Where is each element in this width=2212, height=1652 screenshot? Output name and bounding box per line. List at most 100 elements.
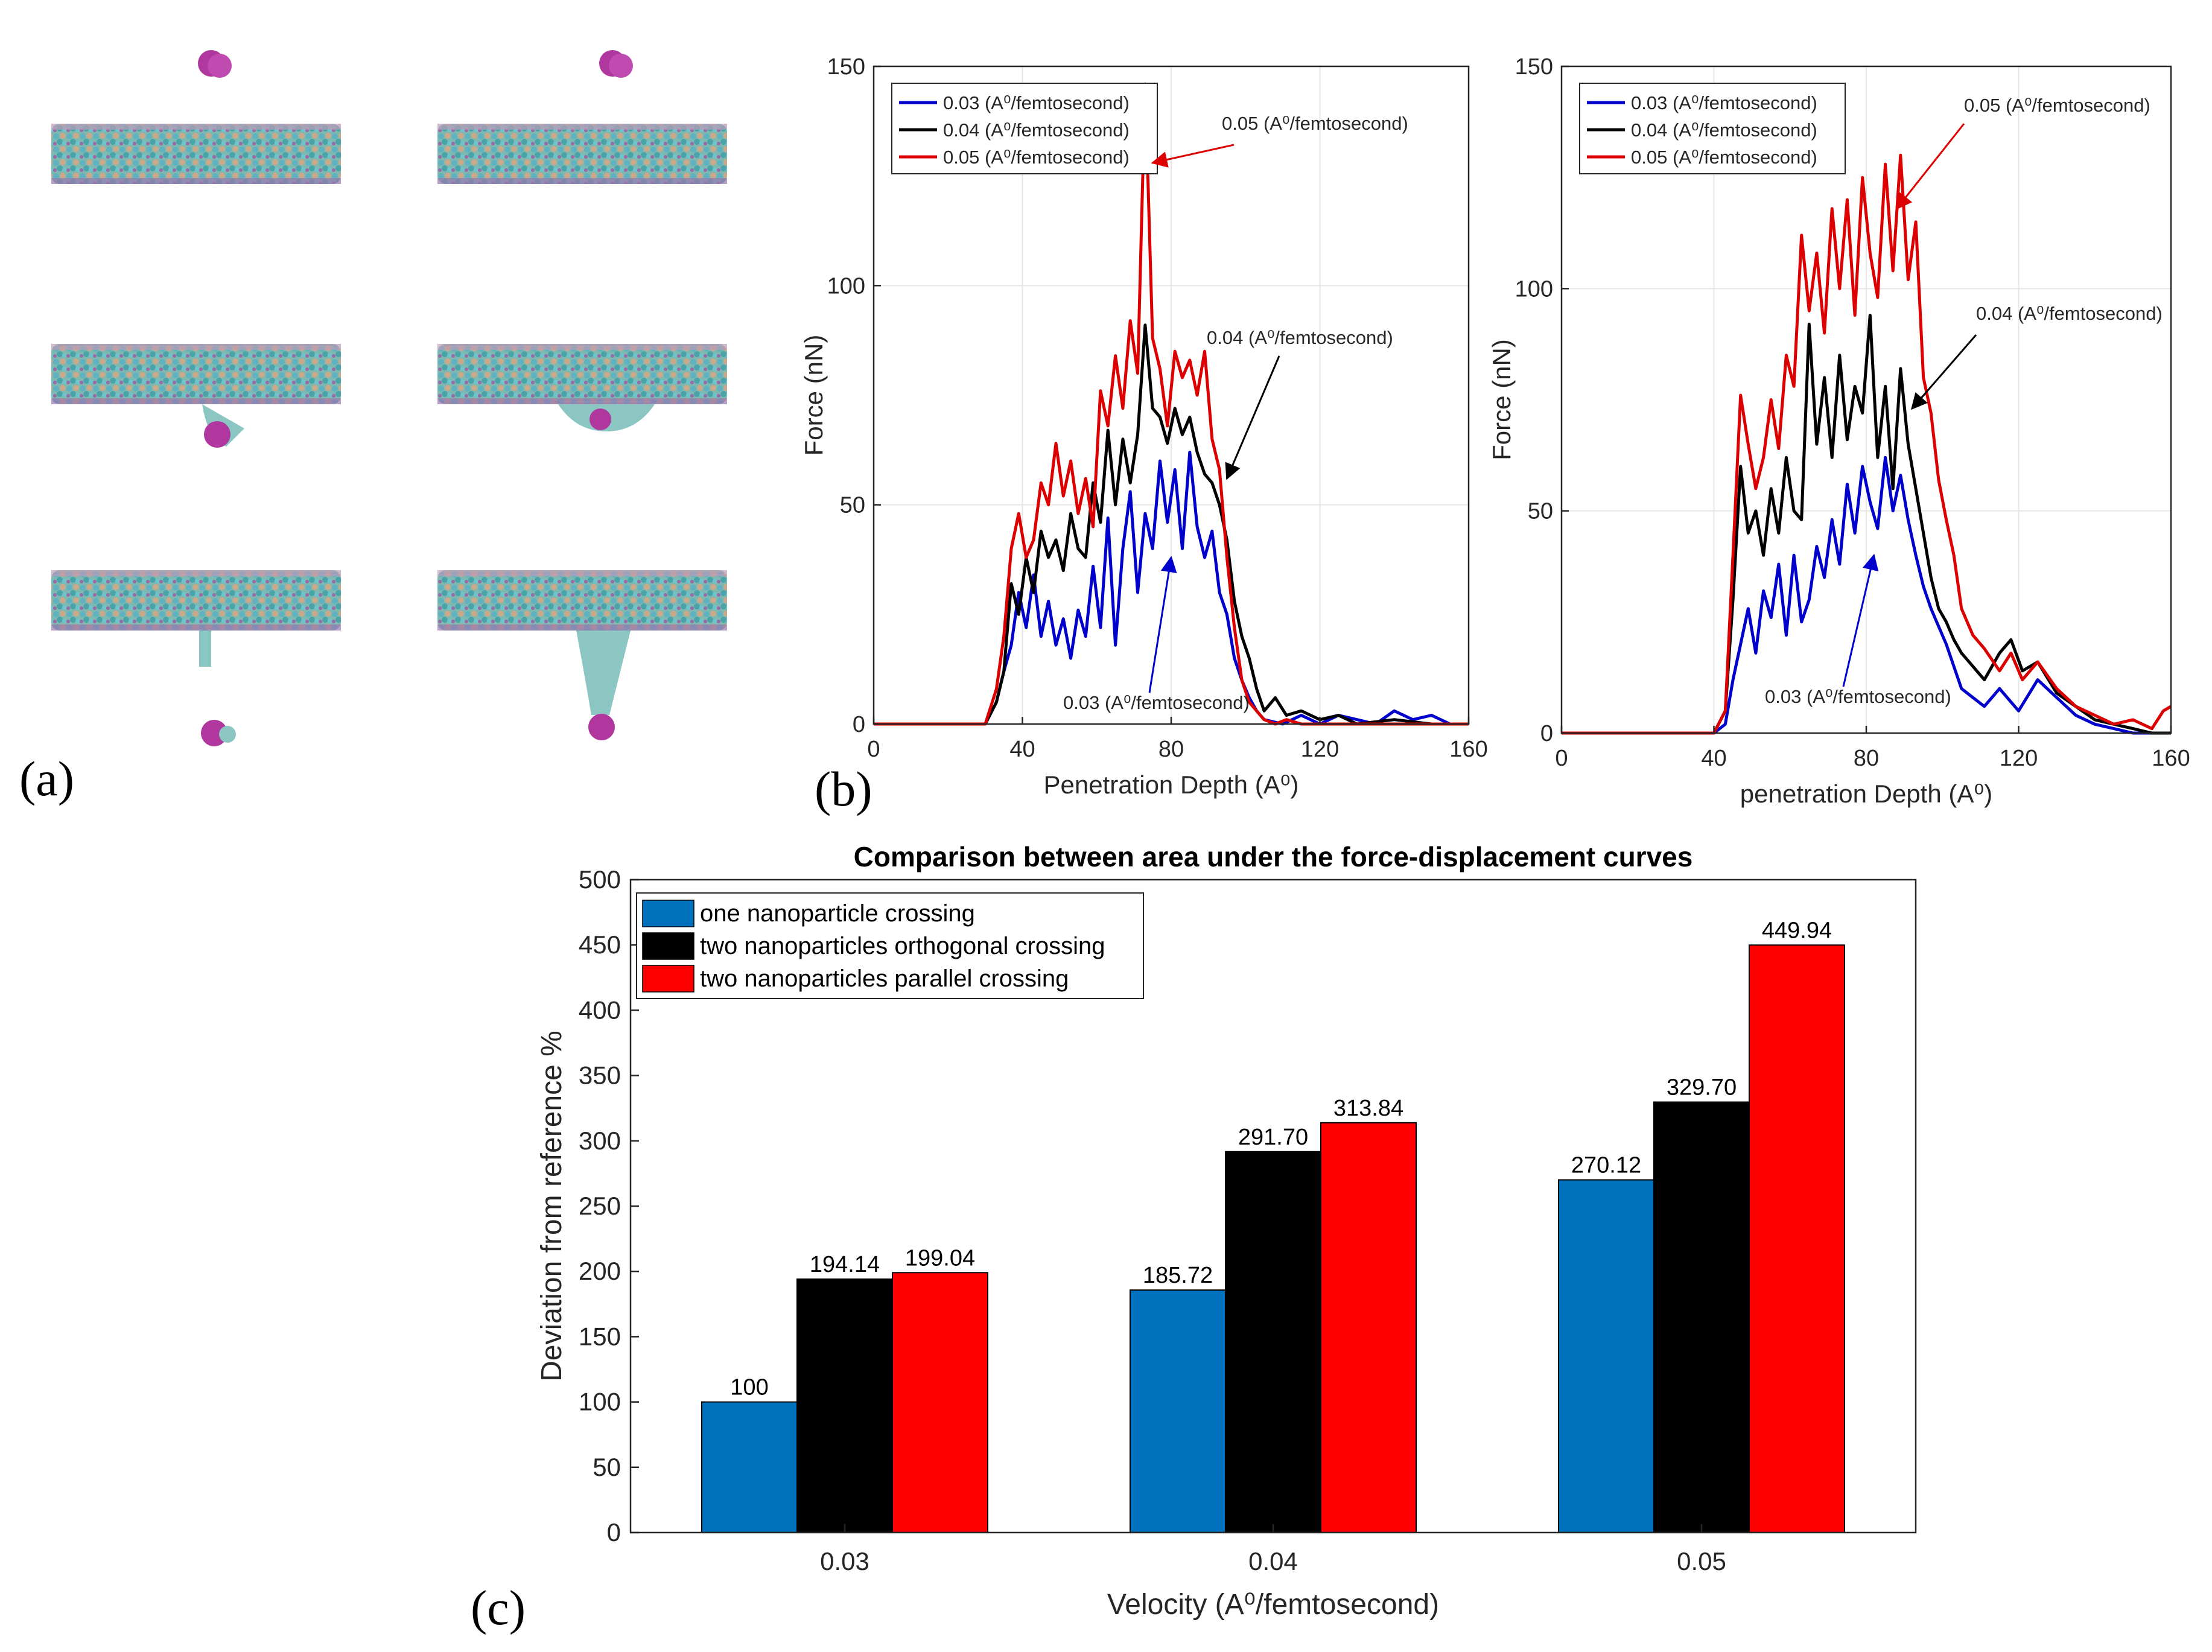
- annotation-label: 0.04 (A⁰/femtosecond): [1976, 303, 2163, 324]
- membrane-bilayer: [51, 570, 341, 631]
- series-line-2: [1562, 153, 2172, 735]
- legend-swatch: [642, 965, 694, 993]
- chart-force-depth-right: 0 40 80 120 160 0 50 100 150 penetration Depth (A…: [1487, 54, 2190, 808]
- chart-bar-comparison: Comparison between area under the force-…: [536, 841, 1917, 1621]
- membrane-bottom-edge: [437, 178, 727, 184]
- bar-2-1: [1320, 1122, 1417, 1533]
- membrane-top-edge: [437, 570, 727, 576]
- panel-label-c: (c): [471, 1580, 526, 1635]
- x-axis-label: penetration Depth (A⁰): [1740, 780, 1992, 808]
- membrane-top-edge: [437, 344, 727, 350]
- membrane-bilayer: [437, 124, 727, 184]
- y-tick-label: 100: [1515, 276, 1553, 302]
- annotation-arrow: [1225, 355, 1280, 480]
- annotation-label: 0.04 (A⁰/femtosecond): [1207, 327, 1393, 348]
- membrane-bilayer: [51, 344, 341, 404]
- chart-title: Comparison between area under the force-…: [854, 841, 1693, 872]
- lipid-tether: [576, 631, 631, 715]
- snapshot-0-1: [437, 50, 727, 184]
- annotation-arrow: [1148, 556, 1177, 693]
- x-tick-label: 160: [1449, 737, 1487, 762]
- annotation-label: 0.03 (A⁰/femtosecond): [1063, 692, 1250, 713]
- y-tick-label: 50: [593, 1453, 621, 1481]
- x-tick-label: 80: [1854, 746, 1879, 771]
- legend-box: [636, 892, 1144, 999]
- series-line-0: [1562, 456, 2171, 735]
- annotation-label: 0.03 (A⁰/femtosecond): [1765, 686, 1951, 707]
- annotation-label: 0.05 (A⁰/femtosecond): [1222, 113, 1408, 134]
- legend-swatch: [642, 900, 694, 927]
- simulation-snapshots: [51, 50, 727, 746]
- bar-value-label: 194.14: [810, 1252, 880, 1277]
- membrane-bottom-edge: [437, 624, 727, 631]
- membrane-top-edge: [51, 570, 341, 576]
- y-axis-label: Force (nN): [799, 335, 828, 456]
- membrane-bilayer: [437, 570, 727, 631]
- annotation-arrow: [1842, 553, 1879, 687]
- snapshot-1-1: [437, 344, 727, 431]
- bar-0-0: [701, 1401, 798, 1534]
- y-axis-label: Force (nN): [1487, 339, 1516, 460]
- snapshot-2-0: [51, 570, 341, 746]
- bar-1-1: [1225, 1151, 1321, 1533]
- membrane-bottom-edge: [437, 398, 727, 404]
- membrane-bilayer: [51, 124, 341, 184]
- membrane-bilayer: [437, 344, 727, 404]
- legend-label: 0.03 (A⁰/femtosecond): [1631, 92, 1817, 113]
- y-tick-label: 0: [853, 712, 865, 737]
- x-tick-label: 0.04: [1248, 1547, 1298, 1575]
- x-tick-label: 0: [867, 737, 880, 762]
- y-tick-label: 50: [1528, 499, 1553, 524]
- snapshot-1-0: [51, 344, 341, 448]
- legend-label: two nanoparticles parallel crossing: [700, 965, 1069, 992]
- membrane-bottom-edge: [51, 624, 341, 631]
- y-tick-label: 400: [579, 996, 621, 1024]
- x-tick-label: 120: [1301, 737, 1339, 762]
- bar-value-label: 313.84: [1333, 1096, 1403, 1121]
- y-tick-label: 100: [579, 1388, 621, 1416]
- nanoparticle: [609, 54, 633, 78]
- bar-value-label: 100: [730, 1375, 768, 1400]
- y-axis-label: Deviation from reference %: [536, 1031, 568, 1382]
- nanoparticle: [588, 714, 615, 740]
- y-tick-label: 450: [579, 930, 621, 959]
- legend-label: 0.05 (A⁰/femtosecond): [1631, 147, 1817, 168]
- x-axis-label: Velocity (A⁰/femtosecond): [1107, 1589, 1439, 1621]
- bar-0-2: [1558, 1179, 1654, 1533]
- series-line-1: [1562, 314, 2171, 735]
- panel-label-b: (b): [815, 761, 872, 816]
- annotation-arrow: [1151, 144, 1235, 168]
- legend-label: two nanoparticles orthogonal crossing: [700, 933, 1105, 959]
- panel-label-a: (a): [19, 751, 74, 806]
- bar-1-2: [1653, 1101, 1750, 1533]
- legend-swatch: [642, 932, 694, 960]
- bar-1-0: [796, 1278, 893, 1534]
- x-tick-label: 0: [1555, 746, 1568, 771]
- y-tick-label: 300: [579, 1126, 621, 1155]
- x-tick-label: 0.03: [820, 1547, 869, 1575]
- x-tick-label: 80: [1158, 737, 1184, 762]
- legend-label: 0.03 (A⁰/femtosecond): [943, 92, 1130, 113]
- legend-label: 0.04 (A⁰/femtosecond): [1631, 119, 1817, 141]
- annotation-arrow: [1910, 334, 1977, 410]
- y-tick-label: 150: [1515, 54, 1553, 80]
- y-tick-label: 0: [607, 1518, 621, 1546]
- series-line-1: [874, 323, 1469, 726]
- bar-0-1: [1130, 1289, 1226, 1533]
- lipid-cluster: [219, 726, 236, 743]
- legend-label: 0.04 (A⁰/femtosecond): [943, 119, 1130, 141]
- y-tick-label: 150: [827, 54, 865, 80]
- legend-label: 0.05 (A⁰/femtosecond): [943, 147, 1130, 168]
- y-tick-label: 250: [579, 1192, 621, 1220]
- bar-value-label: 329.70: [1667, 1075, 1737, 1101]
- nanoparticle: [201, 720, 227, 746]
- x-tick-label: 0.05: [1677, 1547, 1726, 1575]
- x-tick-label: 160: [2152, 746, 2190, 771]
- bar-value-label: 291.70: [1238, 1125, 1308, 1150]
- series-line-2: [874, 82, 1469, 726]
- y-tick-label: 50: [840, 493, 865, 518]
- x-tick-label: 40: [1701, 746, 1726, 771]
- snapshot-0-0: [51, 50, 341, 184]
